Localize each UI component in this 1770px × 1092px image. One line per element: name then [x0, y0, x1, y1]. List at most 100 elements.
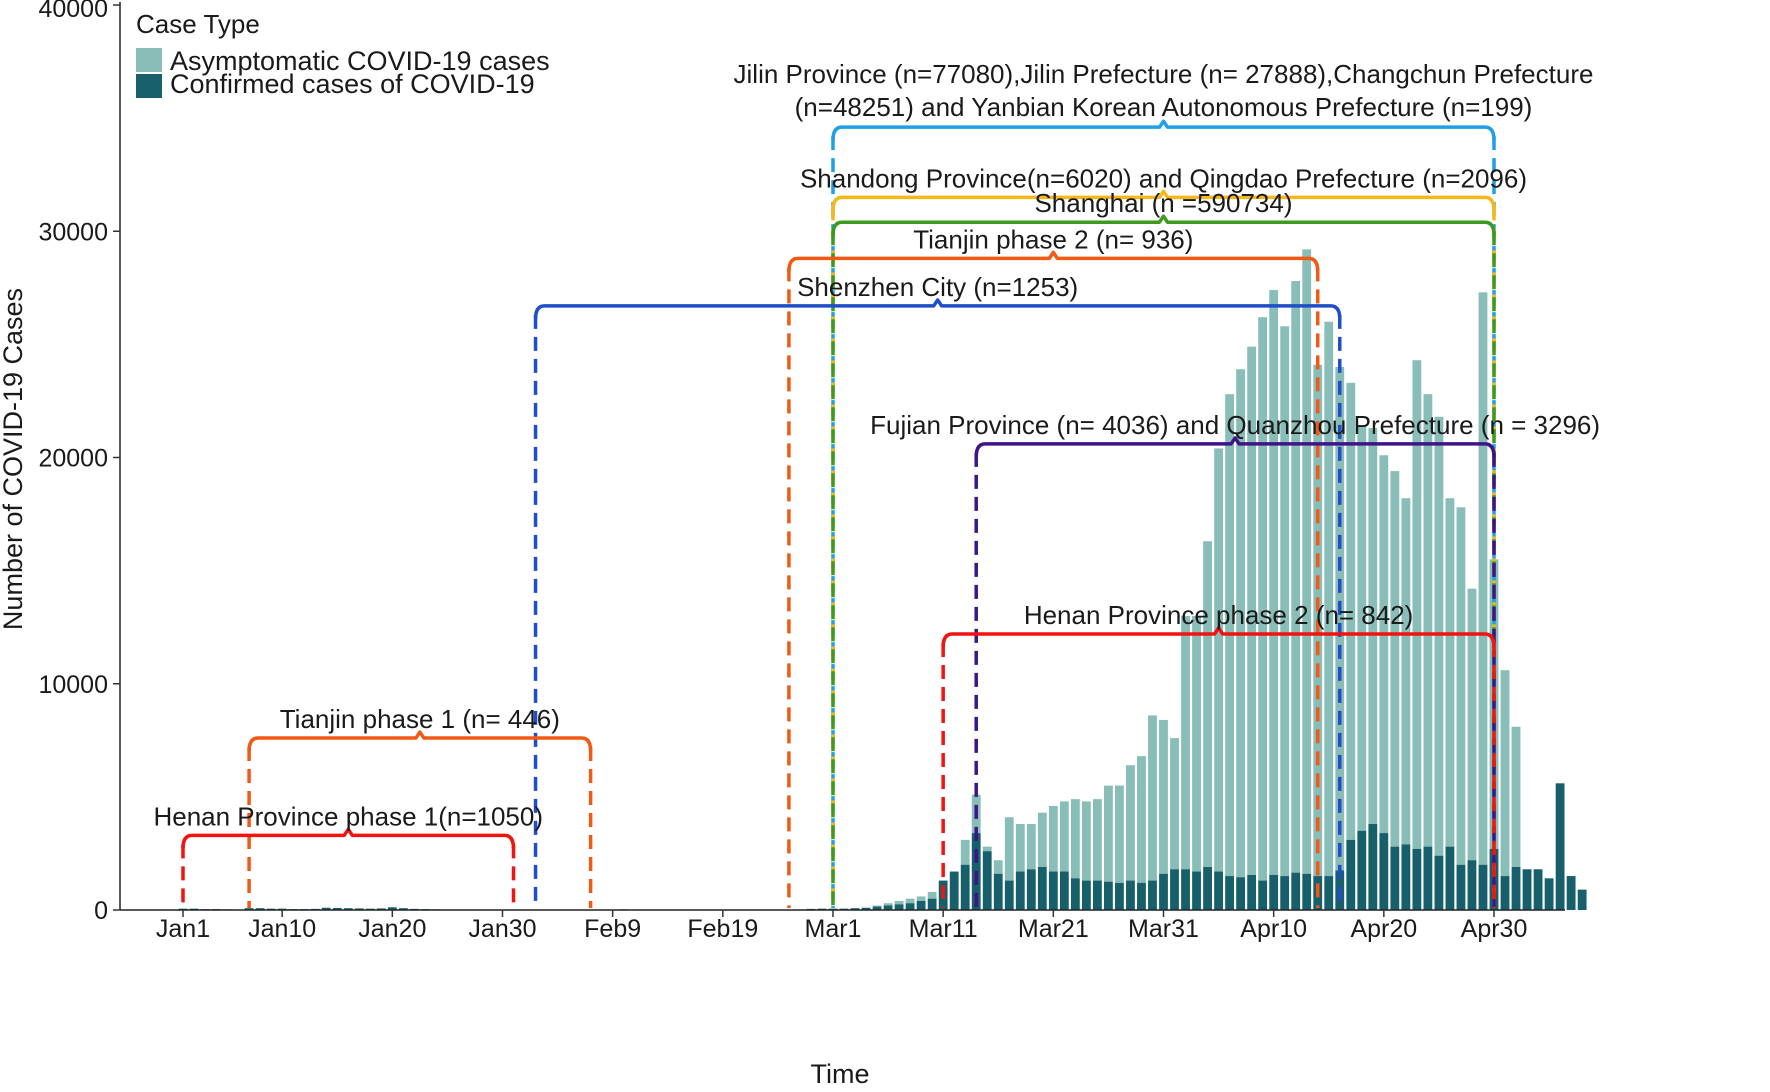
- bar-asymptomatic: [1423, 394, 1433, 847]
- annotation-bracket: Fujian Province (n= 4036) and Quanzhou P…: [870, 410, 1600, 908]
- x-tick-label: Jan1: [156, 915, 210, 943]
- bar-confirmed: [949, 871, 959, 910]
- bar-confirmed: [1456, 864, 1466, 910]
- x-tick-label: Feb9: [584, 915, 641, 943]
- annotation-brace: [247, 730, 593, 752]
- bar-confirmed: [1544, 878, 1554, 910]
- bar-confirmed: [1346, 839, 1356, 910]
- bar-confirmed: [376, 908, 386, 910]
- bar-asymptomatic: [1412, 360, 1422, 849]
- bar-asymptomatic: [1379, 455, 1389, 834]
- bar-confirmed: [1379, 833, 1389, 910]
- bar-asymptomatic: [1434, 416, 1444, 856]
- bar-confirmed: [1368, 824, 1378, 910]
- bar-confirmed: [1280, 876, 1290, 910]
- x-tick-label: Apr10: [1240, 915, 1307, 943]
- bar-confirmed: [1401, 844, 1411, 910]
- x-tick-label: Jan10: [248, 915, 316, 943]
- annotation-label: Jilin Province (n=77080),Jilin Prefectur…: [734, 59, 1594, 89]
- bar-confirmed: [1412, 848, 1422, 910]
- bar-confirmed: [1104, 881, 1113, 910]
- bar-confirmed: [321, 907, 331, 910]
- bar-asymptomatic: [1478, 292, 1488, 865]
- bar-confirmed: [1324, 876, 1334, 910]
- x-tick-label: Mar31: [1128, 915, 1199, 943]
- bar-asymptomatic: [1059, 801, 1069, 872]
- bar-asymptomatic: [905, 898, 915, 904]
- bar-confirmed: [993, 873, 1003, 910]
- bar-asymptomatic: [1511, 726, 1521, 868]
- bar-confirmed: [850, 908, 860, 910]
- annotation-label: Tianjin phase 2 (n= 936): [913, 224, 1193, 254]
- legend-swatch-confirmed: [136, 74, 162, 98]
- annotation-label-line2: (n=48251) and Yanbian Korean Autonomous …: [795, 92, 1533, 122]
- bar-asymptomatic: [1192, 615, 1201, 872]
- bar-confirmed: [1577, 889, 1587, 910]
- x-tick-label: Jan30: [468, 915, 536, 943]
- bar-confirmed: [960, 864, 970, 910]
- bar-confirmed: [354, 908, 364, 910]
- x-axis-title: Time: [811, 1059, 870, 1089]
- bar-confirmed: [1357, 830, 1367, 910]
- annotation-label: Henan Province phase 1(n=1050): [153, 801, 543, 831]
- x-tick-label: Mar11: [909, 915, 978, 943]
- bar-asymptomatic: [1037, 812, 1047, 868]
- legend: Case Type Asymptomatic COVID-19 cases Co…: [136, 9, 550, 99]
- legend-title: Case Type: [136, 9, 260, 39]
- annotations-layer: Jilin Province (n=77080),Jilin Prefectur…: [153, 59, 1600, 908]
- bar-confirmed: [1247, 874, 1257, 910]
- bar-confirmed: [1092, 880, 1102, 910]
- legend-label-confirmed: Confirmed cases of COVID-19: [170, 69, 535, 99]
- annotation-bracket: Henan Province phase 2 (n= 842): [941, 600, 1496, 908]
- bar-asymptomatic: [1070, 799, 1080, 879]
- x-tick-label: Apr30: [1461, 915, 1528, 943]
- bar-asymptomatic: [1048, 805, 1058, 872]
- bar-asymptomatic: [1214, 448, 1223, 872]
- bar-confirmed: [1137, 882, 1146, 910]
- annotation-label: Fujian Province (n= 4036) and Quanzhou P…: [870, 410, 1600, 440]
- bar-confirmed: [343, 908, 353, 910]
- bar-asymptomatic: [1368, 428, 1378, 825]
- bar-asymptomatic: [1390, 471, 1400, 847]
- bar-asymptomatic: [1148, 715, 1157, 881]
- bar-asymptomatic: [1335, 367, 1345, 871]
- bar-confirmed: [1445, 846, 1455, 910]
- annotation-bracket: Shenzhen City (n=1253): [533, 272, 1342, 908]
- bar-confirmed: [1170, 869, 1179, 910]
- bar-asymptomatic: [1401, 498, 1411, 845]
- bar-confirmed: [883, 905, 893, 910]
- y-tick-label: 40000: [38, 0, 108, 23]
- y-tick-label: 30000: [38, 218, 108, 246]
- bar-confirmed: [1225, 876, 1235, 910]
- bar-confirmed: [1566, 876, 1576, 910]
- annotation-brace: [831, 119, 1496, 141]
- bar-asymptomatic: [1170, 738, 1179, 870]
- bar-asymptomatic: [1467, 588, 1477, 861]
- bar-asymptomatic: [982, 846, 992, 852]
- bar-asymptomatic: [1445, 498, 1455, 847]
- y-tick-label: 0: [94, 897, 108, 925]
- x-tick-label: Mar1: [805, 915, 862, 943]
- bar-asymptomatic: [1126, 765, 1135, 881]
- bar-confirmed: [982, 851, 992, 910]
- bar-confirmed: [861, 907, 871, 910]
- bar-confirmed: [244, 908, 254, 910]
- bar-asymptomatic: [1181, 615, 1190, 870]
- annotation-brace: [941, 626, 1496, 648]
- annotation-label: Shandong Province(n=6020) and Qingdao Pr…: [800, 163, 1527, 193]
- bar-confirmed: [1390, 846, 1400, 910]
- bar-confirmed: [1126, 880, 1135, 910]
- y-tick-label: 20000: [38, 445, 108, 473]
- bar-asymptomatic: [1115, 785, 1124, 883]
- bar-asymptomatic: [1004, 817, 1014, 881]
- bar-confirmed: [1478, 864, 1488, 910]
- x-tick-label: Feb19: [687, 915, 758, 943]
- bar-confirmed: [1236, 877, 1246, 910]
- bar-asymptomatic: [883, 903, 893, 906]
- bar-confirmed: [1192, 871, 1201, 910]
- bar-confirmed: [1004, 880, 1014, 910]
- bar-asymptomatic: [960, 839, 970, 865]
- bar-confirmed: [1423, 846, 1433, 910]
- bar-asymptomatic: [1203, 541, 1212, 868]
